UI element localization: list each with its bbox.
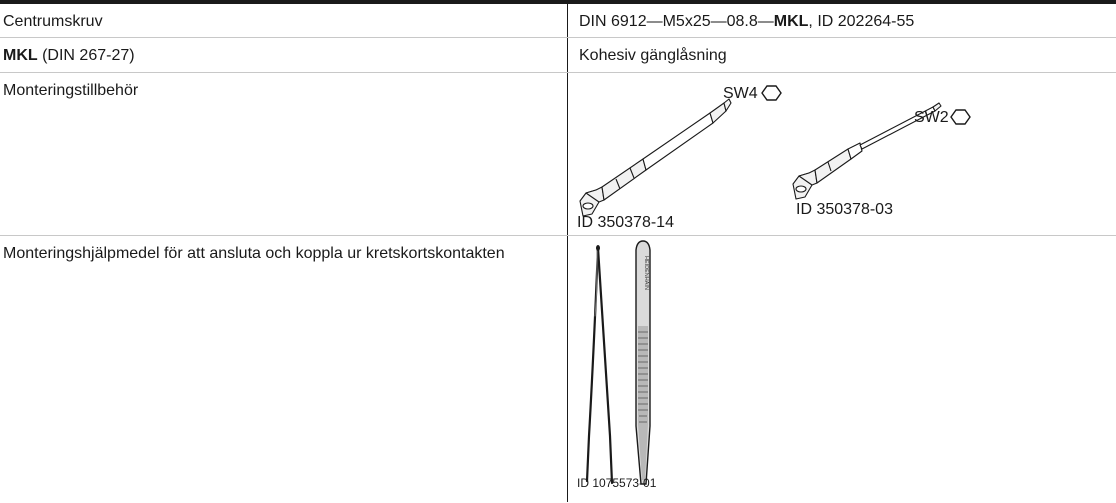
bit-sw4-icon <box>579 98 732 217</box>
mounting-accessories: SW4 SW2 ID 350378-14 ID 350378-03 <box>568 73 1116 235</box>
label-bold-text: MKL <box>3 47 38 64</box>
mounting-aid: HEIDENHAIN ID 1075573-01 <box>568 236 1116 502</box>
hexagon-icon <box>761 85 782 101</box>
value-text: DIN 6912—M5x25—08.8— <box>579 13 774 30</box>
row-label: MKL (DIN 267-27) <box>0 38 567 66</box>
table-row: Monteringstillbehör <box>0 72 1116 236</box>
row-value: Kohesiv gänglåsning <box>579 47 727 64</box>
bit-sw2-icon <box>792 102 942 200</box>
label-cell: Monteringshjälpmedel för att ansluta och… <box>0 235 568 502</box>
value-cell: Kohesiv gänglåsning <box>567 37 1116 73</box>
tool-id-label: ID 350378-03 <box>796 201 893 218</box>
hexagon-icon <box>950 109 971 125</box>
tool-id-label: ID 1075573-01 <box>577 476 657 490</box>
label-cell: MKL (DIN 267-27) <box>0 37 568 73</box>
row-label: Monteringstillbehör <box>3 82 139 99</box>
tweezers-icon <box>635 240 651 485</box>
value-bold-text: MKL <box>773 13 809 30</box>
tool-id-label: ID 350378-14 <box>577 214 674 231</box>
tweezers-engraving-text: HEIDENHAIN <box>643 256 649 290</box>
tweezers-icon <box>585 245 614 485</box>
label-cell: Centrumskruv <box>0 4 568 38</box>
value-text: , ID 202264-55 <box>808 13 915 30</box>
table-row: Centrumskruv DIN 6912—M5x25—08.8—MKL, ID… <box>0 4 1116 38</box>
screwdriver-bits-illustration <box>579 85 971 217</box>
value-cell: DIN 6912—M5x25—08.8—MKL, ID 202264-55 <box>567 4 1116 38</box>
media-cell: HEIDENHAIN ID 1075573-01 <box>568 236 1116 503</box>
row-value: DIN 6912—M5x25—08.8—MKL, ID 202264-55 <box>568 4 1116 32</box>
specification-table: Centrumskruv DIN 6912—M5x25—08.8—MKL, ID… <box>0 4 1116 502</box>
table-row: Monteringshjälpmedel för att ansluta och… <box>0 235 1116 503</box>
table-top-rule <box>0 0 1116 4</box>
label-cell: Monteringstillbehör <box>0 72 568 236</box>
size-label-sw2: SW2 <box>914 109 949 126</box>
row-label: Monteringshjälpmedel för att ansluta och… <box>3 245 505 262</box>
size-label-sw4: SW4 <box>723 85 758 102</box>
row-label: Centrumskruv <box>3 13 103 30</box>
tweezers-illustration: HEIDENHAIN <box>585 240 651 485</box>
table-row: MKL (DIN 267-27) Kohesiv gänglåsning <box>0 37 1116 73</box>
label-text: (DIN 267-27) <box>37 47 135 64</box>
media-cell: SW4 SW2 ID 350378-14 ID 350378-03 <box>567 72 1116 236</box>
